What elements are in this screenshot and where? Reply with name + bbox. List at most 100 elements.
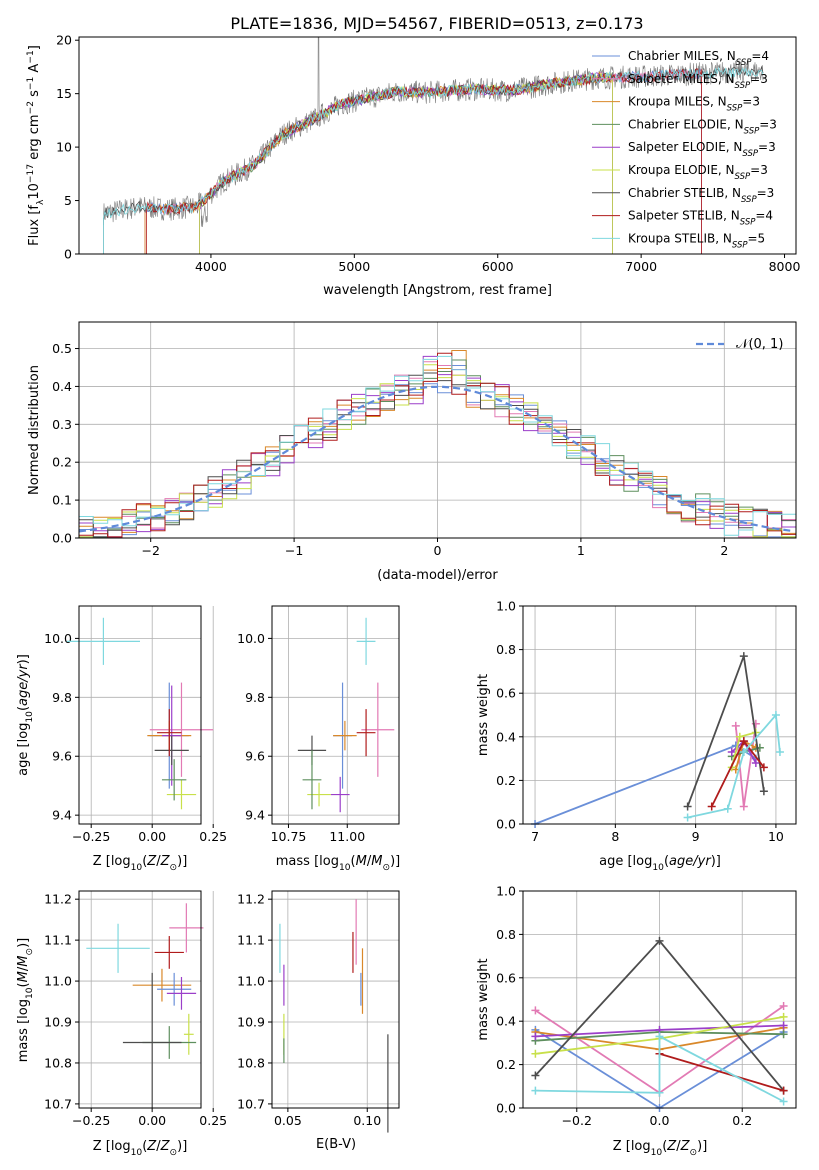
x-tick-label: 10.75 <box>271 829 307 844</box>
y-tick-label: 9.6 <box>52 749 72 764</box>
weight-marker-kroupa_elodie <box>531 1049 540 1058</box>
y-tick-label: 10.0 <box>237 631 265 646</box>
axes-frame <box>78 890 202 1109</box>
spectrum-axes: 4000 5000 6000 7000 8000 0 5 10 15 20 wavelength [… <box>56 33 801 298</box>
x-tick-label: 4000 <box>195 259 227 274</box>
weight-marker-chabrier_stelib <box>759 787 768 796</box>
y-tick-label: 0.8 <box>496 642 516 657</box>
y-axis-label: mass weight <box>476 958 491 1040</box>
x-tick-label: 1 <box>577 543 585 558</box>
weight-marker-salpeter_miles <box>531 1006 540 1015</box>
histogram-kroupa_stelib <box>79 355 796 538</box>
x-tick-label: 0.10 <box>353 1113 381 1128</box>
y-tick-label: 0.6 <box>496 686 516 701</box>
axes-frame <box>522 890 797 1109</box>
y-tick-label: 0.2 <box>496 773 516 788</box>
x-tick-label: 7000 <box>625 259 657 274</box>
x-tick-label: −1 <box>285 543 303 558</box>
x-tick-label: 0.0 <box>650 1113 670 1128</box>
x-axis-label: E(B-V) <box>316 1137 356 1152</box>
y-tick-label: 0.0 <box>496 1101 516 1116</box>
y-tick-label: 0 <box>64 247 72 262</box>
x-axis-label: mass [log10(M/M⊙)] <box>276 854 400 873</box>
y-tick-label: 20 <box>56 33 72 48</box>
x-axis-label: Z [log10(Z/Z⊙)] <box>93 1139 188 1158</box>
y-tick-label: 5 <box>64 193 72 208</box>
y-tick-label: 10 <box>56 140 72 155</box>
y-tick-label: 0.6 <box>496 970 516 985</box>
model-line-kroupa_stelib <box>103 66 764 254</box>
x-tick-label: 2 <box>720 543 728 558</box>
x-tick-label: 6000 <box>482 259 514 274</box>
y-axis-label: mass weight <box>476 674 491 756</box>
y-tick-label: 15 <box>56 86 72 101</box>
legend-label: Salpeter STELIB, NSSP=4 <box>628 209 773 228</box>
legend-label: Chabrier STELIB, NSSP=3 <box>628 186 774 205</box>
y-axis-label: Normed distribution <box>27 365 42 495</box>
axes-frame <box>271 605 400 825</box>
weight-marker-salpeter_stelib <box>779 1086 788 1095</box>
x-tick-label: 8 <box>611 829 619 844</box>
x-axis-label: Z [log10(Z/Z⊙)] <box>613 1139 708 1158</box>
y-tick-label: 10.7 <box>237 1096 265 1111</box>
mass_vs_ebv-axes: 0.05 0.10 10.7 10.8 10.9 11.0 11.1 11.2 <box>237 890 400 1133</box>
axes-frame <box>78 36 797 255</box>
y-tick-label: 0.3 <box>52 417 72 432</box>
y-tick-label: 0.5 <box>52 341 72 356</box>
weight-marker-chabrier_stelib <box>655 936 664 945</box>
y-tick-label: 10.9 <box>44 1015 72 1030</box>
weight-marker-salpeter_elodie <box>751 758 760 767</box>
x-tick-label: 8000 <box>769 259 801 274</box>
y-tick-label: 9.8 <box>245 690 265 705</box>
weight-marker-kroupa_stelib <box>775 748 784 757</box>
x-tick-label: 0.25 <box>199 1113 227 1128</box>
weight-marker-kroupa_stelib <box>723 804 732 813</box>
mass_vs_Z-axes: −0.25 0.00 0.25 10.7 10.8 10.9 11.0 11.1 11.2 <box>44 890 227 1128</box>
histogram-axes: −2 −1 0 1 2 0.0 0.1 0.2 0.3 0.4 0.5 (data-model)/er… <box>27 321 797 583</box>
y-tick-label: 11.2 <box>44 892 72 907</box>
x-tick-label: 10 <box>768 829 784 844</box>
y-tick-label: 9.8 <box>52 690 72 705</box>
y-tick-label: 11.1 <box>44 933 72 948</box>
normal-curve <box>78 385 794 533</box>
y-tick-label: 10.7 <box>44 1096 72 1111</box>
weight-marker-kroupa_stelib <box>771 711 780 719</box>
y-tick-label: 11.0 <box>237 974 265 989</box>
x-tick-label: 0 <box>434 543 442 558</box>
axes-frame <box>78 321 797 539</box>
x-tick-label: 9 <box>692 829 700 844</box>
histogram-salpeter_stelib <box>79 352 796 538</box>
y-tick-label: 10.9 <box>237 1015 265 1030</box>
y-tick-label: 10.8 <box>237 1055 265 1070</box>
weight-marker-chabrier_stelib <box>739 652 748 661</box>
x-tick-label: 11.00 <box>329 829 365 844</box>
weight-marker-kroupa_elodie <box>735 732 744 741</box>
y-axis-label: age [log10(age/yr)] <box>16 654 35 776</box>
x-axis-label: Z [log10(Z/Z⊙)] <box>93 854 188 873</box>
age_vs_Z-axes: −0.25 0.00 0.25 9.4 9.6 9.8 10.0 <box>44 605 227 844</box>
y-tick-label: 11.2 <box>237 892 265 907</box>
y-tick-label: 0.2 <box>52 455 72 470</box>
weight-marker-salpeter_elodie <box>779 1021 788 1030</box>
weight-marker-chabrier_stelib <box>531 1071 540 1080</box>
weight-line-chabrier_stelib <box>686 655 765 807</box>
y-tick-label: 9.4 <box>52 808 72 823</box>
x-tick-label: 0.25 <box>199 829 227 844</box>
legend-label: Salpeter ELODIE, NSSP=3 <box>628 140 776 159</box>
weight-marker-salpeter_stelib <box>707 802 716 811</box>
weight-marker-chabrier_elodie <box>779 1030 788 1039</box>
weight-marker-kroupa_stelib <box>531 1086 540 1095</box>
legend-label: Chabrier MILES, NSSP=4 <box>628 49 769 68</box>
y-tick-label: 1.0 <box>496 884 516 899</box>
weight-marker-kroupa_stelib <box>779 1097 788 1106</box>
weight-marker-salpeter_elodie <box>727 748 736 757</box>
legend-label: Chabrier ELODIE, NSSP=3 <box>628 117 777 136</box>
y-tick-label: 0.0 <box>496 817 516 832</box>
y-tick-label: 9.6 <box>245 749 265 764</box>
y-tick-label: 0.0 <box>52 531 72 546</box>
x-tick-label: 0.2 <box>732 1113 752 1128</box>
weight-marker-kroupa_stelib <box>655 1088 664 1097</box>
x-tick-label: 0.00 <box>138 1113 166 1128</box>
x-tick-label: −2 <box>141 543 159 558</box>
